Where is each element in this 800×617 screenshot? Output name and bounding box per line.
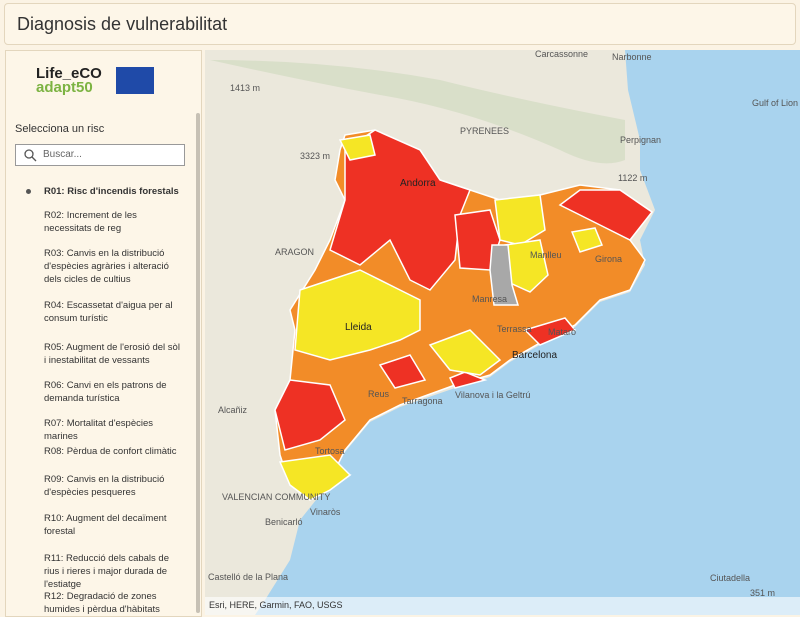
map-label: Vinaròs [310,507,341,517]
logo-text: adapt50 [36,79,93,96]
map-label: Perpignan [620,135,661,145]
risk-item[interactable]: R12: Degradació de zones humides i pèrdu… [44,591,160,615]
map-label: Gulf of Lion [752,98,798,108]
attribution-bar: Esri, HERE, Garmin, FAO, USGS [205,597,800,615]
risk-item[interactable]: R07: Mortalitat d'espècies marines [44,418,154,442]
map-label: Andorra [400,178,436,189]
risk-item[interactable]: R08: Pèrdua de confort climàtic [44,446,177,457]
map-label: Girona [595,254,622,264]
map-label: Lleida [345,322,372,333]
map-label: Castelló de la Plana [208,572,288,582]
map-label: PYRENEES [460,126,509,136]
map-label: Tarragona [402,396,443,406]
map-label: Narbonne [612,52,652,62]
map-label: 1122 m [618,173,647,183]
header: Diagnosis de vulnerabilitat [4,3,796,45]
map-label: Manresa [472,294,507,304]
map[interactable]: Carcassonne Narbonne Gulf of Lion Perpignan… [205,50,800,615]
map-label: 3323 m [300,151,330,161]
map-label: Carcassonne [535,50,588,59]
map-label: ARAGON [275,247,314,257]
risk-item[interactable]: R06: Canvi en els patrons de demanda tur… [44,380,167,404]
sidebar-heading: Selecciona un risc [15,123,105,135]
map-label: VALENCIAN COMMUNITY [222,492,330,502]
search-placeholder: Buscar... [43,149,82,160]
map-label: Benicarló [265,517,303,527]
map-label: Manlleu [530,250,562,260]
regions [274,129,654,501]
risk-item[interactable]: R04: Escassetat d'aigua per al consum tu… [44,300,173,324]
attribution: Esri, HERE, Garmin, FAO, USGS [209,600,343,610]
scrollbar[interactable] [196,113,200,613]
map-label: 1413 m [230,83,260,93]
map-label: Ciutadella [710,573,750,583]
header-title: Diagnosis de vulnerabilitat [17,14,228,34]
risk-item[interactable]: R10: Augment del decaïment forestal [44,513,167,537]
selected-dot [26,189,31,194]
risk-item[interactable]: R01: Risc d'incendis forestals [44,186,179,197]
map-label: Barcelona [512,350,557,361]
risk-item[interactable]: R02: Increment de les necessitats de reg [44,210,137,234]
risk-item[interactable]: R05: Augment de l'erosió del sòl i inest… [44,342,180,366]
risk-item[interactable]: R03: Canvis en la distribució d'espècies… [44,248,169,285]
sidebar: Life_eCO adapt50 Selecciona un risc Busc… [5,50,202,617]
map-label: Terrassa [497,324,532,334]
map-label: Tortosa [315,446,345,456]
mountains [210,60,625,164]
map-label: Reus [368,389,390,399]
risk-item[interactable]: R09: Canvis en la distribució d'espècies… [44,474,165,498]
risk-item[interactable]: R11: Reducció dels cabals de rius i rier… [44,553,169,590]
logo-text: Life_eCO [36,65,102,82]
map-label: Mataró [548,327,576,337]
eu-flag [116,67,154,94]
search-box[interactable]: Buscar... [15,144,185,166]
map-label: Alcañiz [218,405,248,415]
search-icon [24,149,37,162]
map-label: 351 m [750,588,775,598]
map-label: Vilanova i la Geltrú [455,390,530,400]
